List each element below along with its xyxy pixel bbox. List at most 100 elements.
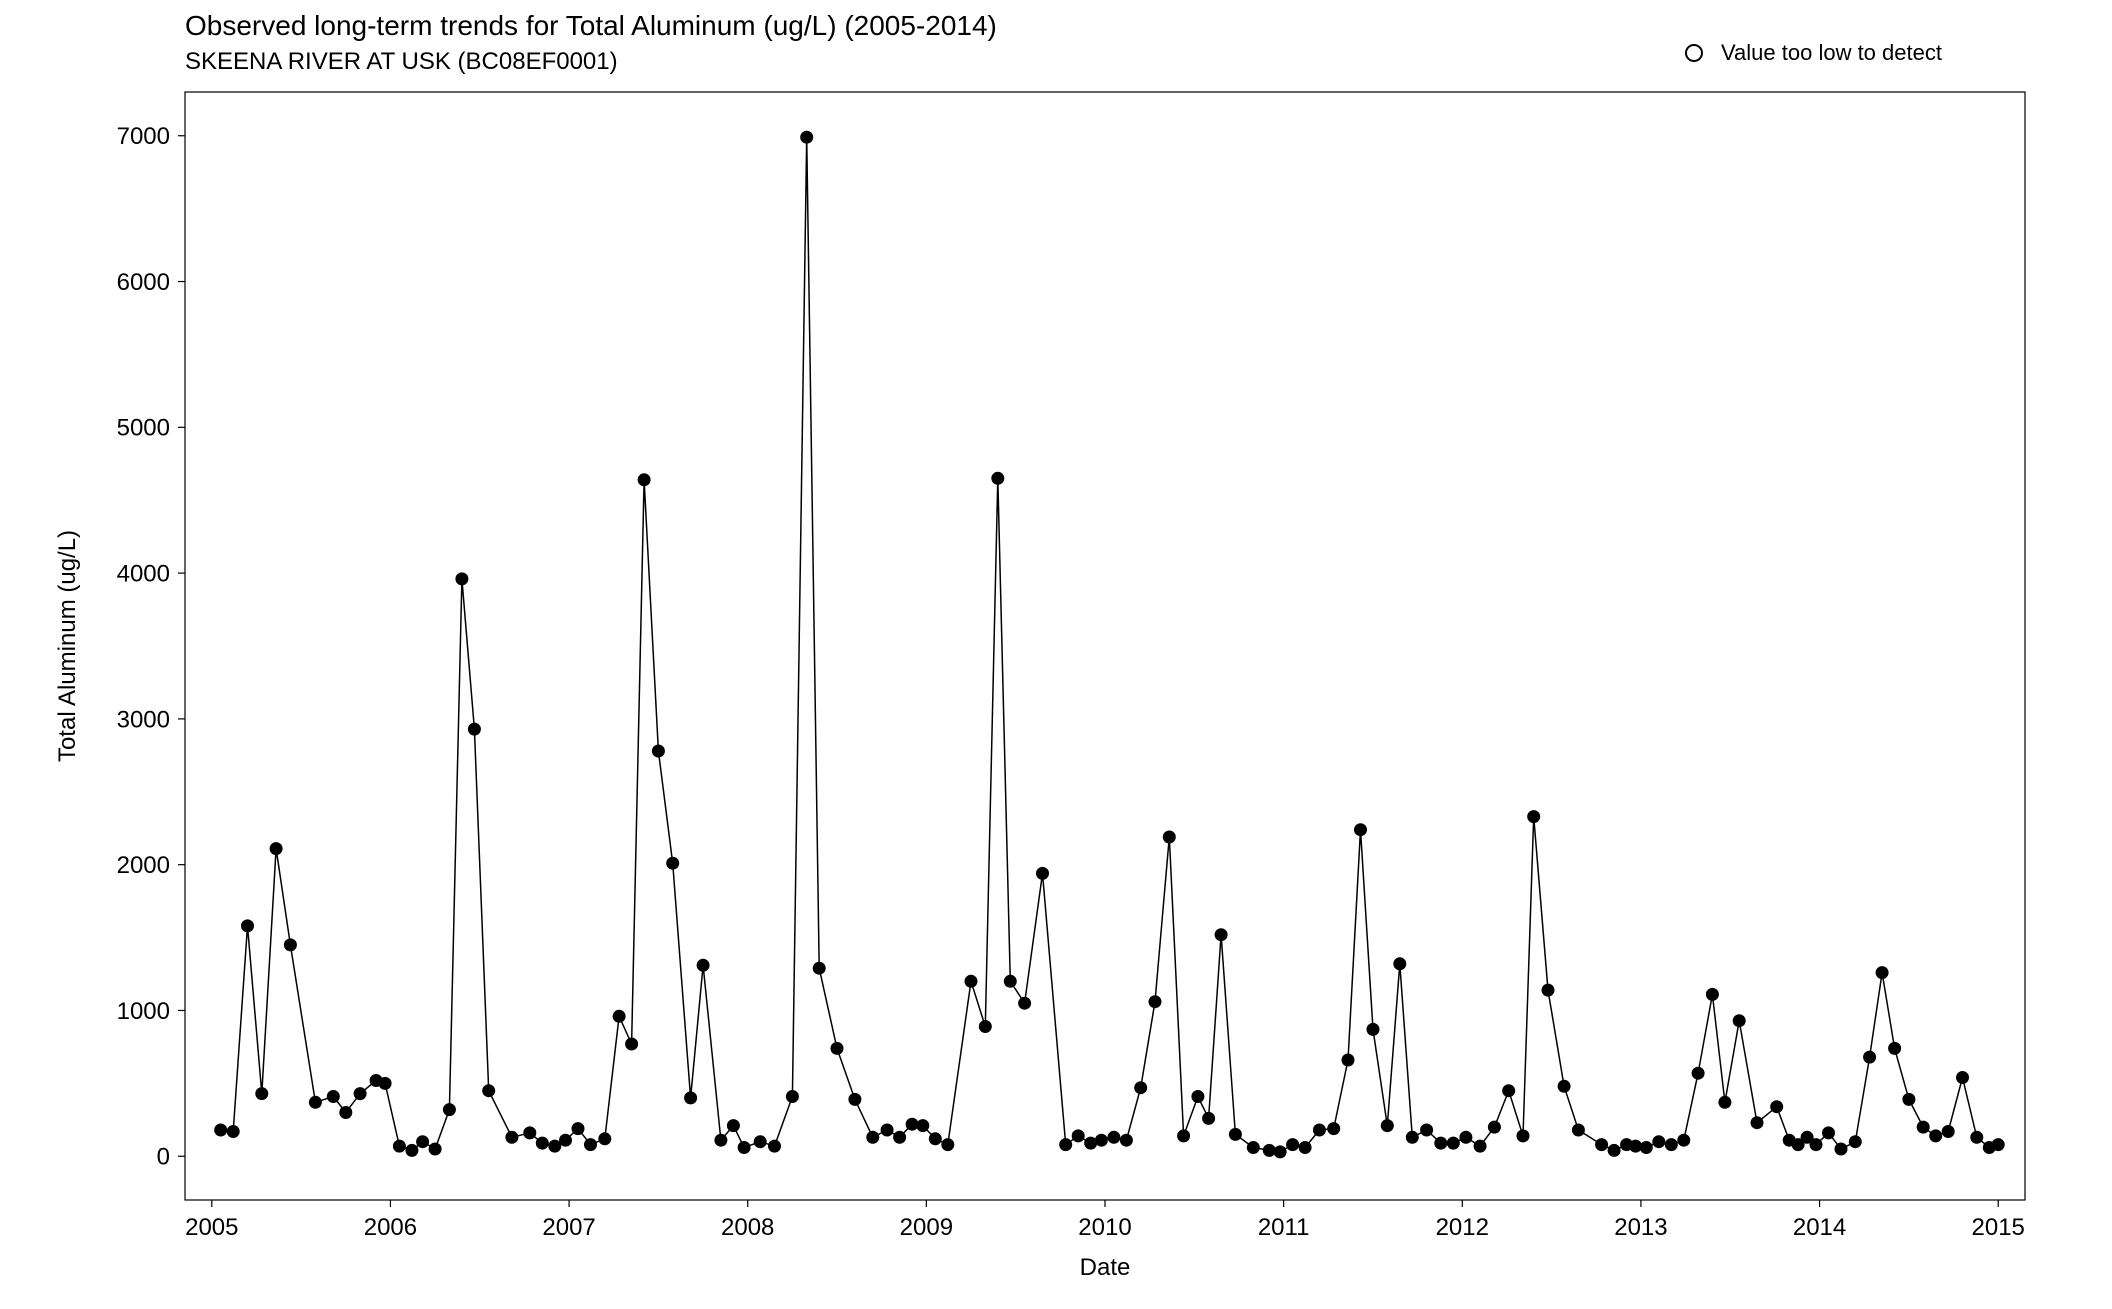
data-point	[379, 1077, 391, 1089]
x-tick-label: 2005	[185, 1214, 238, 1241]
data-point	[786, 1091, 798, 1103]
data-point	[1247, 1142, 1259, 1154]
data-point	[1135, 1082, 1147, 1094]
data-point	[1751, 1117, 1763, 1129]
data-point	[585, 1139, 597, 1151]
data-point	[393, 1140, 405, 1152]
data-point	[979, 1021, 991, 1033]
data-point	[1930, 1130, 1942, 1142]
data-point	[1203, 1112, 1215, 1124]
x-tick-label: 2011	[1258, 1214, 1310, 1241]
y-tick-label: 3000	[117, 706, 170, 733]
data-point	[1889, 1042, 1901, 1054]
data-point	[942, 1139, 954, 1151]
data-point	[354, 1088, 366, 1100]
x-tick-label: 2008	[721, 1214, 774, 1241]
data-point	[1394, 958, 1406, 970]
data-point	[831, 1042, 843, 1054]
data-point	[1864, 1051, 1876, 1063]
data-point	[992, 472, 1004, 484]
data-point	[1474, 1140, 1486, 1152]
data-point	[1287, 1139, 1299, 1151]
data-point	[1942, 1126, 1954, 1138]
data-point	[524, 1127, 536, 1139]
data-point	[1178, 1130, 1190, 1142]
data-point	[1971, 1131, 1983, 1143]
data-point	[881, 1124, 893, 1136]
data-point	[429, 1143, 441, 1155]
data-point	[1917, 1121, 1929, 1133]
x-tick-label: 2013	[1614, 1214, 1667, 1241]
chart-subtitle: SKEENA RIVER AT USK (BC08EF0001)	[185, 48, 618, 76]
data-point	[1435, 1137, 1447, 1149]
x-tick-label: 2012	[1436, 1214, 1489, 1241]
data-point	[456, 573, 468, 585]
y-tick-label: 6000	[117, 269, 170, 296]
data-point	[1771, 1101, 1783, 1113]
data-point	[1085, 1137, 1097, 1149]
data-point	[1596, 1139, 1608, 1151]
data-point	[1835, 1143, 1847, 1155]
data-point	[1719, 1096, 1731, 1108]
data-point	[1992, 1139, 2004, 1151]
data-point	[215, 1124, 227, 1136]
data-point	[1421, 1124, 1433, 1136]
data-point	[1328, 1123, 1340, 1135]
data-point	[270, 843, 282, 855]
data-point	[1558, 1080, 1570, 1092]
data-point	[1355, 824, 1367, 836]
x-axis-label: Date	[1080, 1254, 1131, 1281]
y-tick-label: 2000	[117, 852, 170, 879]
data-point	[1447, 1137, 1459, 1149]
data-point	[613, 1010, 625, 1022]
data-point	[894, 1131, 906, 1143]
data-point	[1120, 1134, 1132, 1146]
y-axis: 01000200030004000500060007000	[117, 123, 185, 1171]
x-axis: 2005200620072008200920102011201220132014…	[185, 1200, 2025, 1241]
data-point	[1108, 1131, 1120, 1143]
x-tick-label: 2009	[900, 1214, 953, 1241]
data-point	[443, 1104, 455, 1116]
data-point	[1381, 1120, 1393, 1132]
x-tick-label: 2015	[1972, 1214, 2025, 1241]
data-point	[1342, 1054, 1354, 1066]
data-point	[1823, 1127, 1835, 1139]
data-point	[242, 920, 254, 932]
data-point	[406, 1144, 418, 1156]
data-point	[1653, 1136, 1665, 1148]
legend-label: Value too low to detect	[1721, 40, 1942, 66]
data-point	[801, 131, 813, 143]
data-point	[327, 1091, 339, 1103]
data-point	[715, 1134, 727, 1146]
data-point	[1072, 1130, 1084, 1142]
data-point	[652, 745, 664, 757]
data-point	[1678, 1134, 1690, 1146]
data-point	[626, 1038, 638, 1050]
data-series	[215, 131, 2005, 1158]
chart-title: Observed long-term trends for Total Alum…	[185, 10, 997, 42]
data-point	[929, 1133, 941, 1145]
data-point	[754, 1136, 766, 1148]
data-point	[1630, 1140, 1642, 1152]
data-point	[1665, 1139, 1677, 1151]
chart-container: Observed long-term trends for Total Alum…	[0, 0, 2112, 1309]
data-point	[1060, 1139, 1072, 1151]
data-point	[738, 1142, 750, 1154]
data-point	[1876, 967, 1888, 979]
y-tick-label: 4000	[117, 561, 170, 588]
data-point	[1313, 1124, 1325, 1136]
data-point	[309, 1096, 321, 1108]
legend-marker-open-circle	[1685, 44, 1703, 62]
data-point	[1037, 867, 1049, 879]
data-point	[1517, 1130, 1529, 1142]
data-point	[1692, 1067, 1704, 1079]
data-point	[1733, 1015, 1745, 1027]
x-tick-label: 2014	[1793, 1214, 1846, 1241]
data-point	[906, 1118, 918, 1130]
data-point	[417, 1136, 429, 1148]
data-point	[1810, 1139, 1822, 1151]
data-point	[483, 1085, 495, 1097]
data-point	[536, 1137, 548, 1149]
data-point	[572, 1123, 584, 1135]
data-point	[867, 1131, 879, 1143]
